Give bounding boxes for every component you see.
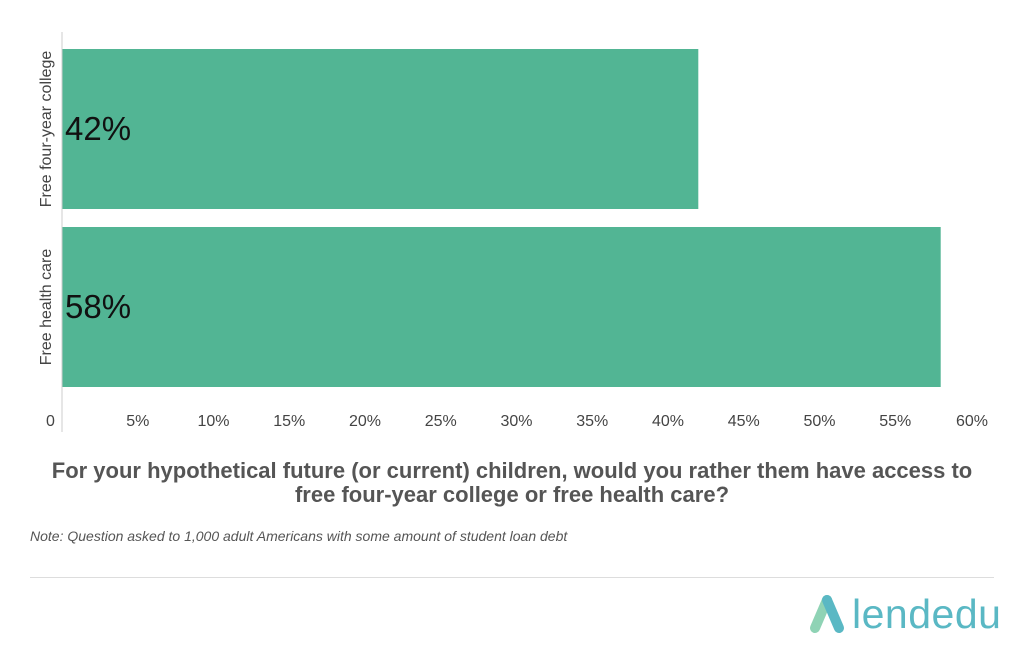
x-tick-label-6: 30% <box>500 413 532 430</box>
x-tick-label-3: 15% <box>273 413 305 430</box>
x-tick-label-0: 0 <box>46 413 55 430</box>
chart-note: Note: Question asked to 1,000 adult Amer… <box>30 528 568 544</box>
x-tick-label-5: 25% <box>425 413 457 430</box>
x-tick-label-11: 55% <box>879 413 911 430</box>
lendedu-logo-icon <box>810 595 844 633</box>
lendedu-logo: lendedu <box>808 590 1001 638</box>
x-tick-label-7: 35% <box>576 413 608 430</box>
category-label-0: Free four-year college <box>38 51 55 208</box>
x-tick-label-10: 50% <box>803 413 835 430</box>
x-tick-label-4: 20% <box>349 413 381 430</box>
bar-labels-group: 42% 58% <box>65 110 131 325</box>
bar-1 <box>62 227 941 387</box>
x-tick-label-12: 60% <box>956 413 988 430</box>
category-labels-group: Free four-year college Free health care <box>38 51 55 366</box>
x-tick-label-8: 40% <box>652 413 684 430</box>
footer-divider <box>30 577 994 578</box>
bar-value-label-1: 58% <box>65 288 131 325</box>
chart-question: For your hypothetical future (or current… <box>51 458 973 507</box>
bar-chart: 42% 58% Free four-year college Free health… <box>38 32 988 432</box>
x-tick-label-2: 10% <box>197 413 229 430</box>
bars-group <box>62 49 941 387</box>
logo-wordmark: lendedu <box>852 591 1002 637</box>
x-tick-labels-group: 0 5% 10% 15% 20% 25% 30% 35% 40% 45% 50% 55% 60% <box>46 413 988 430</box>
bar-0 <box>62 49 699 209</box>
x-tick-label-1: 5% <box>126 413 149 430</box>
x-tick-label-9: 45% <box>728 413 760 430</box>
category-label-1: Free health care <box>38 249 55 366</box>
bar-value-label-0: 42% <box>65 110 131 147</box>
